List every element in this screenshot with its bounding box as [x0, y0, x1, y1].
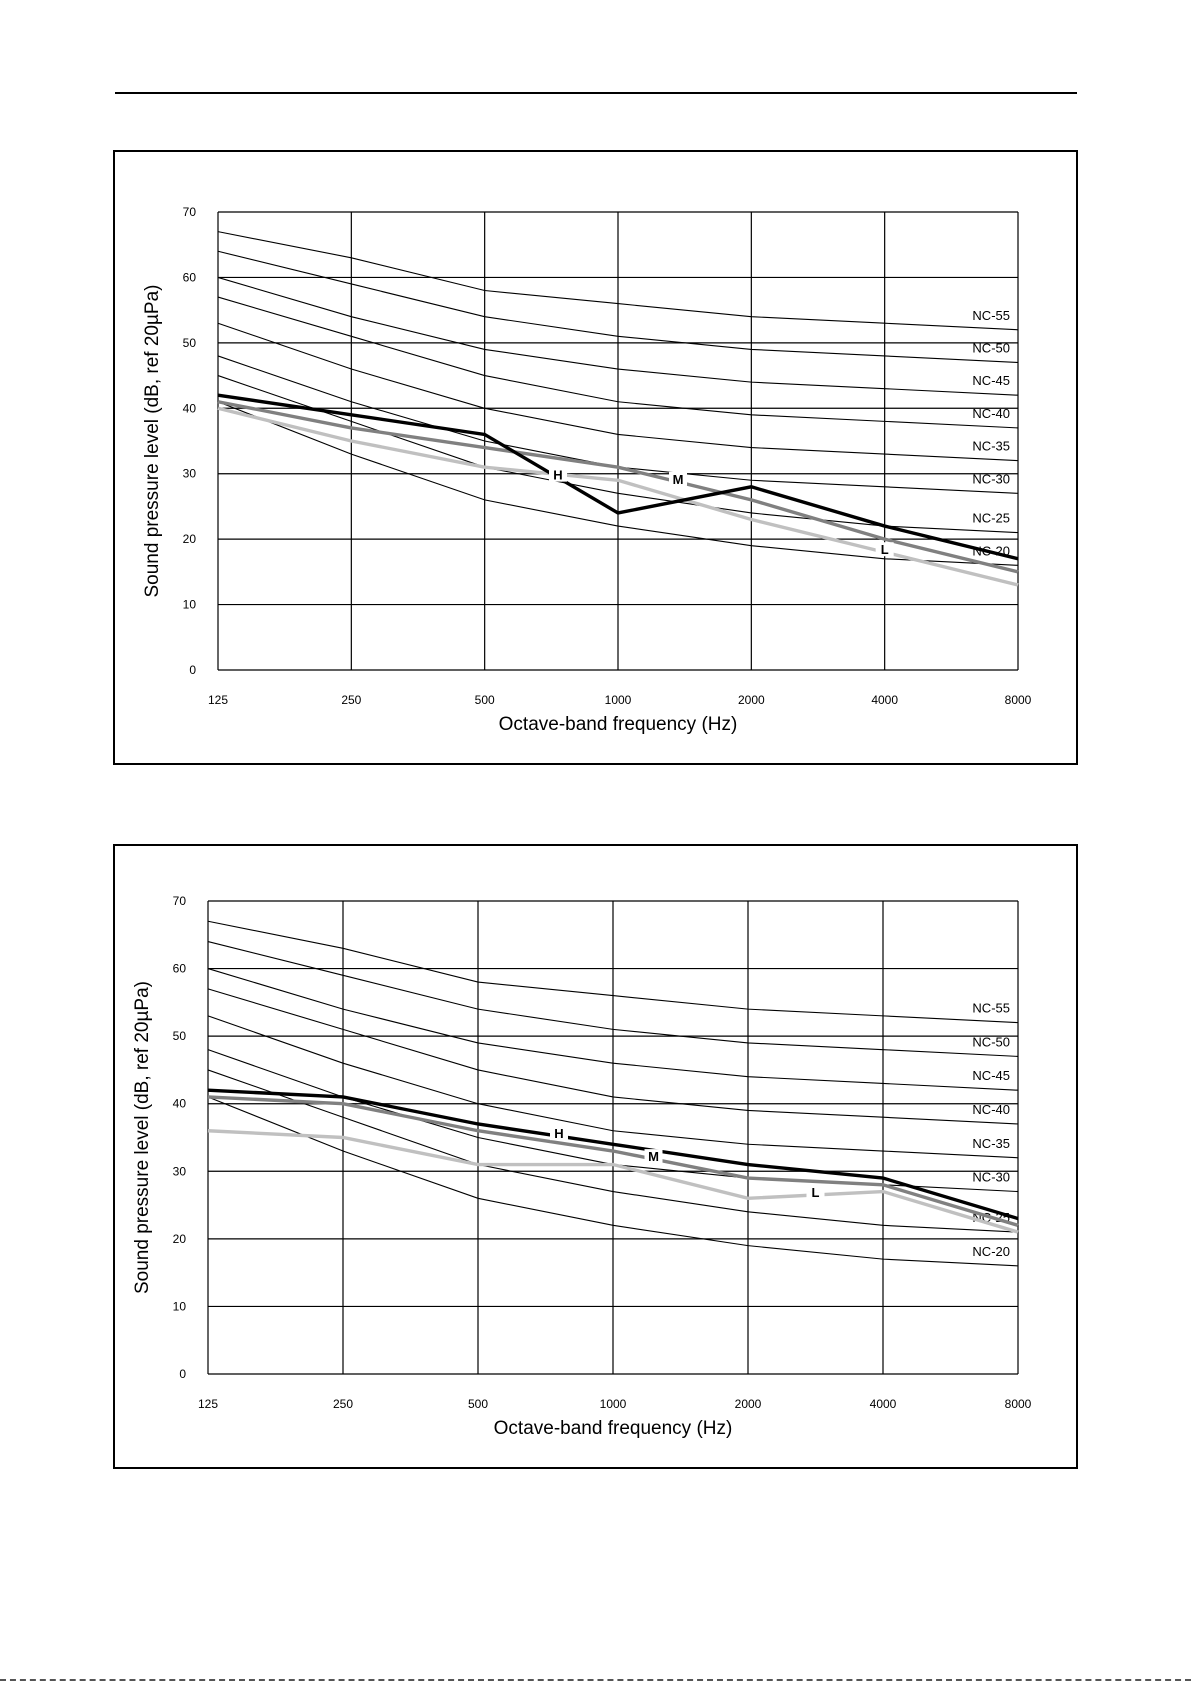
x-axis-title: Octave-band frequency (Hz) [499, 714, 738, 735]
y-tick-label: 20 [183, 532, 197, 546]
x-tick-label: 4000 [871, 693, 898, 707]
series-line-l [207, 1129, 1019, 1234]
x-tick-label: 2000 [738, 693, 765, 707]
y-tick-label: 50 [183, 336, 197, 350]
nc-curve-line [207, 968, 1019, 1091]
y-tick-label: 30 [173, 1164, 187, 1178]
x-tick-label: 500 [475, 693, 495, 707]
nc-curve-label: NC-30 [972, 471, 1010, 486]
series-label: M [673, 472, 684, 487]
nc-curve-line [217, 296, 1019, 429]
measured-series: H M L [207, 1088, 1019, 1234]
y-axis-title: Sound pressure level (dB, ref 20µPa) [142, 285, 163, 598]
nc-curve-label: NC-40 [972, 1102, 1010, 1117]
nc-curve-line [207, 920, 1019, 1024]
nc-curve-line [217, 231, 1019, 331]
series-label-bg [806, 1184, 825, 1199]
nc-chart-lower: 0 10 20 30 40 50 60 70 125 250 500 1000 2000 4000 8000… [113, 844, 1078, 1469]
nc-curve-line [217, 276, 1019, 396]
series-label: L [812, 1185, 820, 1200]
nc-curve-label: NC-25 [972, 511, 1010, 526]
x-tick-label: 8000 [1005, 1397, 1032, 1411]
nc-curve-label: NC-55 [972, 1001, 1010, 1016]
measured-series: H M L [217, 393, 1019, 587]
series-label: H [554, 1126, 563, 1141]
y-tick-label: 30 [183, 467, 197, 481]
y-tick-label: 40 [173, 1097, 187, 1111]
nc-curve-label: NC-40 [972, 406, 1010, 421]
x-tick-label: 1000 [600, 1397, 627, 1411]
x-tick-label: 125 [208, 693, 228, 707]
y-tick-label: 20 [173, 1232, 187, 1246]
nc-curve-line [217, 322, 1019, 462]
grid [217, 211, 1019, 671]
x-axis-title: Octave-band frequency (Hz) [494, 1418, 733, 1439]
nc-curve-label: NC-20 [972, 1244, 1010, 1259]
series-label-bg [550, 1126, 568, 1141]
nc-curve-label: NC-35 [972, 1136, 1010, 1151]
x-tick-label: 500 [468, 1397, 488, 1411]
y-tick-label: 0 [179, 1367, 186, 1381]
nc-curve-line [207, 941, 1019, 1057]
series-label-bg [644, 1149, 663, 1164]
nc-curve-label: NC-30 [972, 1170, 1010, 1185]
y-tick-label: 40 [183, 401, 197, 415]
y-tick-label: 60 [183, 270, 197, 284]
x-tick-label: 250 [333, 1397, 353, 1411]
x-tick-label: 2000 [735, 1397, 762, 1411]
y-tick-label: 70 [183, 205, 197, 219]
nc-curve-label: NC-50 [972, 1034, 1010, 1049]
nc-curve-line [217, 401, 1019, 566]
nc-curve-line [207, 988, 1019, 1125]
y-tick-label: 0 [189, 663, 196, 677]
series-label: L [881, 542, 889, 557]
y-tick-label: 10 [183, 598, 197, 612]
nc-curve-line [207, 1069, 1019, 1233]
x-tick-label: 4000 [870, 1397, 897, 1411]
nc-chart-upper: 0 10 20 30 40 50 60 70 125 250 500 1000 2000 4000 8000… [113, 150, 1078, 765]
series-label-bg [549, 467, 567, 482]
x-tick-label: 125 [198, 1397, 218, 1411]
y-tick-label: 50 [173, 1029, 187, 1043]
footer-dashed-rule [0, 1679, 1191, 1681]
series-line-m [207, 1095, 1019, 1227]
series-label: M [648, 1149, 659, 1164]
x-tick-label: 8000 [1005, 693, 1032, 707]
series-line-m [217, 400, 1019, 574]
nc-curve-line [207, 1015, 1019, 1159]
series-line-h [207, 1088, 1019, 1221]
x-tick-label: 1000 [605, 693, 632, 707]
series-line-h [217, 393, 1019, 561]
nc-chart-upper-svg: 0 10 20 30 40 50 60 70 125 250 500 1000 2000 4000 8000… [142, 205, 1032, 735]
nc-curve-label: NC-35 [972, 439, 1010, 454]
y-tick-label: 70 [173, 894, 187, 908]
nc-curve-label: NC-45 [972, 373, 1010, 388]
y-tick-label: 10 [173, 1299, 187, 1313]
nc-curve-label: NC-55 [972, 308, 1010, 323]
header-rule [115, 92, 1077, 94]
series-label: H [553, 468, 562, 483]
nc-curve-label: NC-45 [972, 1068, 1010, 1083]
series-label-bg [669, 471, 687, 486]
x-tick-label: 250 [341, 693, 361, 707]
y-tick-label: 60 [173, 962, 187, 976]
series-label-bg [875, 542, 894, 557]
y-axis-title: Sound pressure level (dB, ref 20µPa) [132, 981, 153, 1294]
nc-curve-line [207, 1096, 1019, 1267]
nc-curve-line [217, 250, 1019, 364]
nc-chart-lower-svg: 0 10 20 30 40 50 60 70 125 250 500 1000 2000 4000 8000… [132, 894, 1032, 1439]
nc-curve-label: NC-50 [972, 340, 1010, 355]
